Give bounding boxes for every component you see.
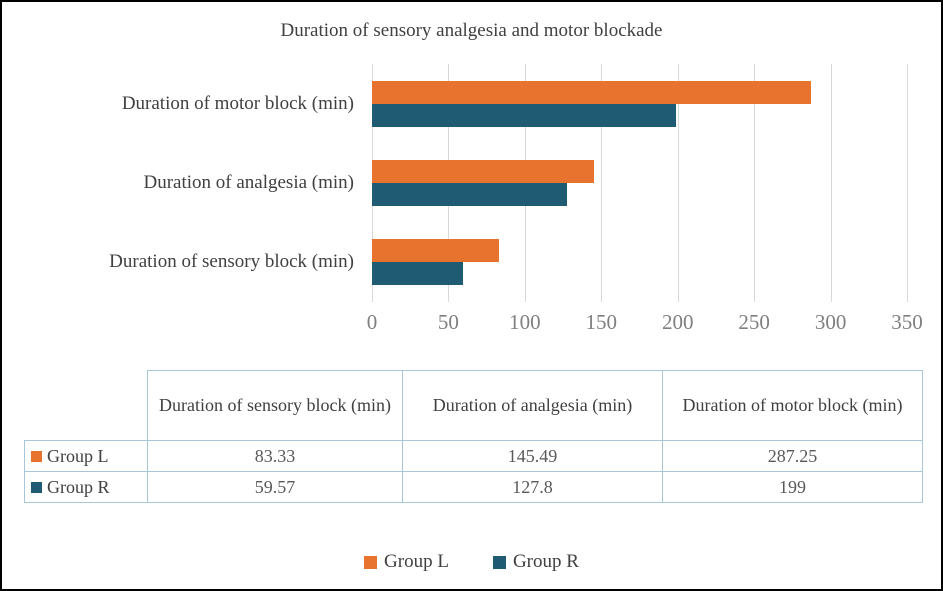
cell-group-l-motor: 287.25 xyxy=(662,440,923,472)
x-tick-label: 50 xyxy=(437,310,459,334)
bar-group-l-analgesia xyxy=(372,159,595,183)
table-header-sensory-block: Duration of sensory block (min) xyxy=(147,370,403,441)
x-tick-label: 100 xyxy=(509,310,541,334)
legend-label: Group L xyxy=(384,551,449,572)
table-header-motor-block: Duration of motor block (min) xyxy=(662,370,923,441)
table-row-group-l: Group L 83.33 145.49 287.25 xyxy=(24,440,923,472)
legend-label: Group R xyxy=(512,551,579,572)
cell-group-r-analgesia: 127.8 xyxy=(402,471,663,503)
legend-item-group-r: Group R xyxy=(492,551,579,573)
cell-group-r-sensory: 59.57 xyxy=(147,471,403,503)
table-header-analgesia: Duration of analgesia (min) xyxy=(402,370,663,441)
plot-area xyxy=(372,64,908,302)
bar-group-l-sensory-block xyxy=(372,239,500,263)
gridline xyxy=(601,64,603,302)
category-row-motor-block xyxy=(372,64,907,143)
category-label-motor-block: Duration of motor block (min) xyxy=(121,92,354,114)
group-r-swatch-icon xyxy=(31,481,42,493)
x-tick-label: 300 xyxy=(814,310,847,334)
x-tick-label: 0 xyxy=(366,310,378,334)
cell-group-l-sensory: 83.33 xyxy=(147,440,403,472)
row-label-text: Group L xyxy=(47,445,109,466)
group-l-swatch-icon xyxy=(31,450,42,462)
bar-rows xyxy=(372,64,907,302)
y-axis-category-labels: Duration of motor block (min) Duration o… xyxy=(2,64,362,302)
table-row-group-r: Group R 59.57 127.8 199 xyxy=(24,471,923,503)
bar-group-r-motor-block xyxy=(372,103,677,127)
x-tick-label: 250 xyxy=(738,310,770,334)
row-label-text: Group R xyxy=(47,476,110,497)
row-label-group-r: Group R xyxy=(24,471,148,503)
category-label-sensory-block: Duration of sensory block (min) xyxy=(109,251,354,273)
bar-group-r-analgesia xyxy=(372,182,568,206)
gridline xyxy=(677,64,679,302)
chart-legend: Group L Group R xyxy=(2,551,941,573)
table-corner-cell xyxy=(24,370,148,441)
chart-data-table: Duration of sensory block (min) Duration… xyxy=(24,370,923,503)
bar-group-r-sensory-block xyxy=(372,262,464,286)
group-l-legend-swatch-icon xyxy=(364,555,378,569)
x-tick-label: 200 xyxy=(661,310,694,334)
legend-item-group-l: Group L xyxy=(364,551,449,573)
cell-group-r-motor: 199 xyxy=(662,471,923,503)
x-tick-label: 350 xyxy=(891,310,923,334)
cell-group-l-analgesia: 145.49 xyxy=(402,440,663,472)
category-row-analgesia xyxy=(372,143,907,222)
gridline xyxy=(754,64,756,302)
chart-title: Duration of sensory analgesia and motor … xyxy=(280,20,663,41)
bar-group-l-motor-block xyxy=(372,80,812,104)
group-r-legend-swatch-icon xyxy=(492,555,506,569)
x-axis: 0 50 100 150 200 250 300 350 xyxy=(367,310,923,342)
table-header-row: Duration of sensory block (min) Duration… xyxy=(24,370,923,441)
row-label-group-l: Group L xyxy=(24,440,148,472)
x-tick-label: 150 xyxy=(585,310,618,334)
category-label-analgesia: Duration of analgesia (min) xyxy=(143,171,354,193)
category-row-sensory-block xyxy=(372,223,907,302)
gridline xyxy=(830,64,832,302)
gridline xyxy=(907,64,908,302)
